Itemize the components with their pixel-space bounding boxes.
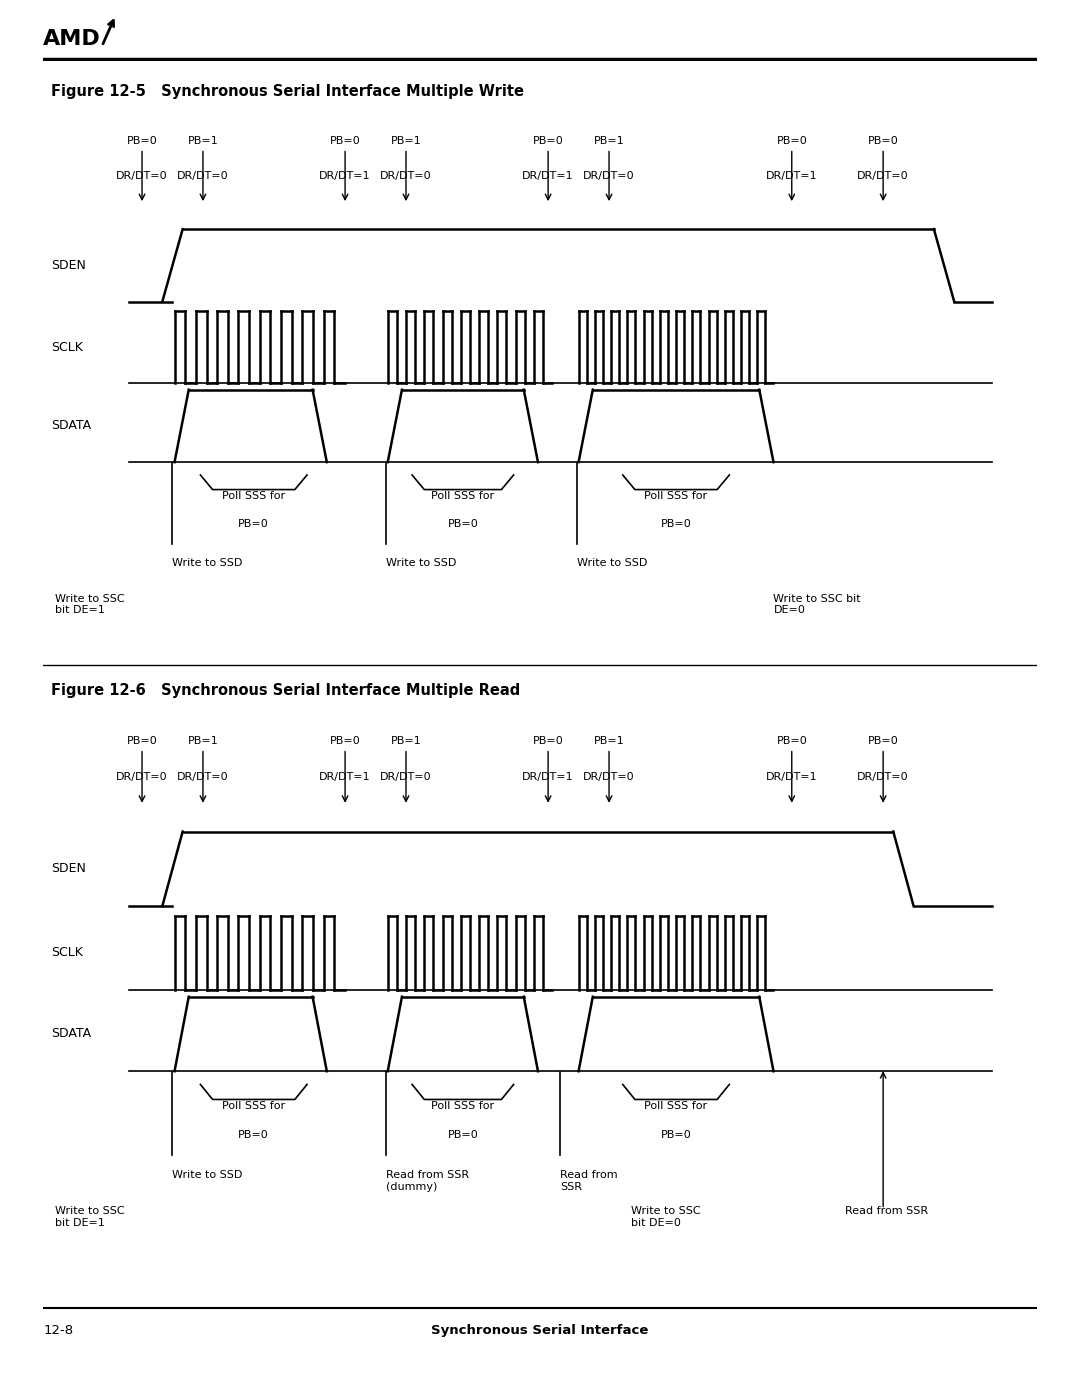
Text: PB=0: PB=0: [126, 137, 158, 147]
Text: Write to SSC bit
DE=0: Write to SSC bit DE=0: [773, 594, 861, 615]
Text: DR/DT=0: DR/DT=0: [380, 170, 432, 180]
Text: Write to SSD: Write to SSD: [173, 559, 243, 569]
Text: PB=1: PB=1: [391, 137, 421, 147]
Text: PB=0: PB=0: [239, 1130, 269, 1140]
Text: Poll SSS for: Poll SSS for: [431, 492, 495, 502]
Text: DR/DT=0: DR/DT=0: [177, 771, 229, 782]
Text: DR/DT=1: DR/DT=1: [766, 771, 818, 782]
Text: DR/DT=0: DR/DT=0: [380, 771, 432, 782]
Text: Poll SSS for: Poll SSS for: [645, 1101, 707, 1111]
Text: PB=1: PB=1: [188, 736, 218, 746]
Text: PB=0: PB=0: [447, 520, 478, 529]
Text: SCLK: SCLK: [51, 946, 82, 960]
Text: AMD: AMD: [43, 28, 100, 49]
Text: PB=0: PB=0: [777, 137, 807, 147]
Text: Write to SSC
bit DE=1: Write to SSC bit DE=1: [55, 1207, 124, 1228]
Text: DR/DT=1: DR/DT=1: [523, 771, 573, 782]
Text: PB=0: PB=0: [329, 137, 361, 147]
Text: PB=0: PB=0: [447, 1130, 478, 1140]
Text: DR/DT=1: DR/DT=1: [523, 170, 573, 180]
Text: PB=1: PB=1: [391, 736, 421, 746]
Text: PB=0: PB=0: [532, 137, 564, 147]
Text: DR/DT=0: DR/DT=0: [117, 771, 167, 782]
Text: PB=0: PB=0: [867, 137, 899, 147]
Text: PB=0: PB=0: [661, 1130, 691, 1140]
Text: Poll SSS for: Poll SSS for: [222, 1101, 285, 1111]
Text: Write to SSC
bit DE=0: Write to SSC bit DE=0: [632, 1207, 701, 1228]
Text: DR/DT=0: DR/DT=0: [858, 170, 909, 180]
Text: PB=0: PB=0: [239, 520, 269, 529]
Text: Write to SSD: Write to SSD: [577, 559, 647, 569]
Text: Read from SSR: Read from SSR: [845, 1207, 928, 1217]
Text: PB=0: PB=0: [532, 736, 564, 746]
Text: DR/DT=1: DR/DT=1: [766, 170, 818, 180]
Text: PB=0: PB=0: [777, 736, 807, 746]
Text: PB=0: PB=0: [329, 736, 361, 746]
Text: SDEN: SDEN: [51, 862, 85, 876]
Text: Write to SSD: Write to SSD: [173, 1171, 243, 1180]
Text: SDEN: SDEN: [51, 258, 85, 272]
Text: SDATA: SDATA: [51, 419, 91, 433]
Text: DR/DT=1: DR/DT=1: [320, 170, 370, 180]
Text: SCLK: SCLK: [51, 341, 82, 353]
Text: Write to SSC
bit DE=1: Write to SSC bit DE=1: [55, 594, 124, 615]
Text: Poll SSS for: Poll SSS for: [645, 492, 707, 502]
Text: PB=0: PB=0: [867, 736, 899, 746]
Text: Poll SSS for: Poll SSS for: [222, 492, 285, 502]
Text: PB=0: PB=0: [661, 520, 691, 529]
Text: PB=1: PB=1: [594, 137, 624, 147]
Text: DR/DT=1: DR/DT=1: [320, 771, 370, 782]
Text: SDATA: SDATA: [51, 1027, 91, 1041]
Text: DR/DT=0: DR/DT=0: [117, 170, 167, 180]
Text: Read from
SSR: Read from SSR: [561, 1171, 618, 1192]
Text: DR/DT=0: DR/DT=0: [858, 771, 909, 782]
Text: Poll SSS for: Poll SSS for: [431, 1101, 495, 1111]
Text: Figure 12-5   Synchronous Serial Interface Multiple Write: Figure 12-5 Synchronous Serial Interface…: [51, 84, 524, 99]
Text: DR/DT=0: DR/DT=0: [583, 771, 635, 782]
Text: Figure 12-6   Synchronous Serial Interface Multiple Read: Figure 12-6 Synchronous Serial Interface…: [51, 683, 519, 697]
Text: PB=1: PB=1: [594, 736, 624, 746]
Text: Write to SSD: Write to SSD: [386, 559, 456, 569]
Text: PB=1: PB=1: [188, 137, 218, 147]
Text: DR/DT=0: DR/DT=0: [583, 170, 635, 180]
Text: DR/DT=0: DR/DT=0: [177, 170, 229, 180]
Text: Synchronous Serial Interface: Synchronous Serial Interface: [431, 1324, 649, 1337]
Text: Read from SSR
(dummy): Read from SSR (dummy): [386, 1171, 469, 1192]
Text: 12-8: 12-8: [43, 1324, 73, 1337]
Text: PB=0: PB=0: [126, 736, 158, 746]
